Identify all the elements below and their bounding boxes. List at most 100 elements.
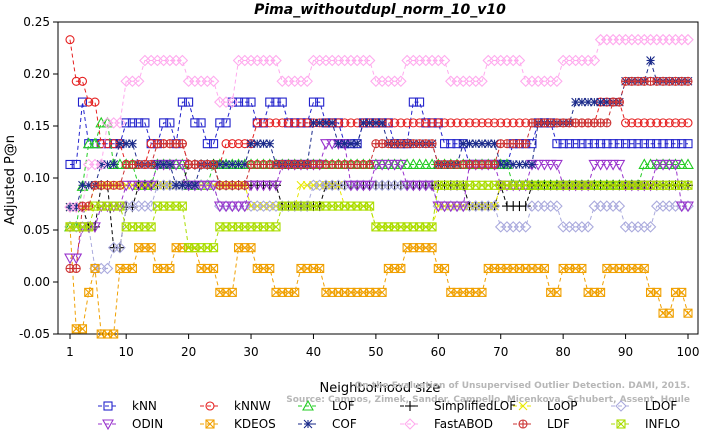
point-cof [365, 118, 375, 128]
point-lof [644, 158, 657, 170]
point-cof [109, 160, 119, 169]
point-odin [351, 180, 364, 192]
point-ldof [488, 200, 501, 212]
point-fastabod [682, 33, 694, 46]
series-line-knn [70, 101, 688, 165]
point-loop [128, 180, 137, 190]
point-knn [159, 118, 169, 128]
point-inflo [271, 222, 281, 232]
series-ldf [65, 76, 693, 274]
point-ldf [614, 97, 624, 107]
point-odin [432, 201, 445, 213]
legend-marker-kdeos [205, 419, 215, 429]
point-odin [388, 159, 401, 171]
legend-marker-cof [303, 419, 313, 429]
point-knnw [271, 118, 281, 128]
point-inflo [84, 222, 94, 232]
point-kdeos [90, 263, 100, 274]
legend-item-inflo: INFLO [611, 417, 680, 431]
point-kdeos [477, 287, 487, 297]
point-kdeos [427, 243, 437, 253]
legend-item-simplifiedlof: SimplifiedLOF [400, 399, 516, 413]
point-odin [451, 201, 463, 213]
point-fastabod [588, 54, 601, 67]
point-knnw [402, 118, 412, 128]
point-knnw [396, 118, 406, 128]
point-kdeos [683, 308, 693, 318]
point-kdeos [146, 243, 156, 253]
point-cof [483, 139, 493, 149]
point-knnw [277, 118, 287, 128]
point-odin [251, 180, 264, 192]
point-odin [438, 201, 451, 213]
point-knnw [514, 118, 525, 128]
y-tick-label: 0.20 [23, 67, 50, 81]
point-cof [340, 139, 350, 149]
legend-label-fastabod: FastABOD [434, 417, 493, 431]
point-odin [363, 180, 376, 192]
point-kdeos [315, 263, 325, 274]
point-ldf [365, 159, 375, 170]
series-line-kdeos [69, 226, 689, 335]
point-kdeos [265, 263, 275, 274]
point-odin [344, 180, 357, 192]
point-ldf [71, 263, 81, 274]
point-odin [201, 180, 214, 192]
point-knnw [633, 118, 643, 128]
legend-marker-ldf [518, 419, 528, 429]
legend-marker-ldof [615, 400, 627, 412]
legend-marker-simplifiedlof [405, 401, 415, 411]
legend-label-knn: kNN [132, 399, 157, 413]
point-knnw [483, 118, 493, 128]
point-knn [65, 159, 75, 170]
point-knnw [433, 118, 443, 128]
point-ldof [145, 200, 157, 212]
point-knn [196, 118, 206, 128]
point-kdeos [664, 308, 674, 318]
legend-marker-fastabod [404, 418, 416, 430]
point-odin [600, 159, 613, 171]
point-knn [439, 139, 450, 149]
point-knn [165, 118, 175, 128]
point-fastabod [207, 75, 220, 88]
point-knn [639, 139, 649, 149]
point-knn [221, 118, 231, 128]
point-odin [444, 201, 457, 213]
point-knn [202, 139, 212, 149]
point-lof [638, 158, 651, 170]
point-knnw [508, 118, 518, 128]
legend-label-ldf: LDF [547, 417, 570, 431]
point-knnw [408, 118, 418, 128]
point-lof [407, 158, 420, 170]
point-odin [394, 159, 407, 171]
point-knn [233, 97, 244, 107]
point-odin [663, 159, 676, 171]
point-knn [71, 159, 81, 170]
x-tick-label: 1 [66, 345, 74, 359]
point-cof [159, 160, 169, 169]
point-odin [544, 159, 557, 171]
point-fastabod [132, 75, 145, 88]
y-tick-label: 0.00 [23, 275, 50, 289]
point-kdeos [209, 263, 219, 274]
point-knn [658, 139, 668, 149]
point-knn [315, 97, 325, 107]
point-kdeos [84, 287, 94, 297]
point-knn [209, 139, 219, 149]
point-lof [401, 158, 414, 170]
point-knn [683, 139, 693, 149]
point-odin [382, 159, 395, 171]
point-fastabod [395, 75, 407, 88]
point-kdeos [109, 329, 119, 339]
point-kdeos [77, 324, 88, 334]
point-odin [64, 253, 76, 265]
legend-item-ldf: LDF [513, 417, 570, 431]
point-lof [419, 158, 432, 170]
point-knn [215, 118, 225, 128]
point-knn [564, 139, 574, 149]
point-knn [408, 97, 418, 107]
point-knn [583, 139, 593, 149]
x-tick-label: 30 [243, 345, 258, 359]
point-odin [407, 180, 420, 192]
